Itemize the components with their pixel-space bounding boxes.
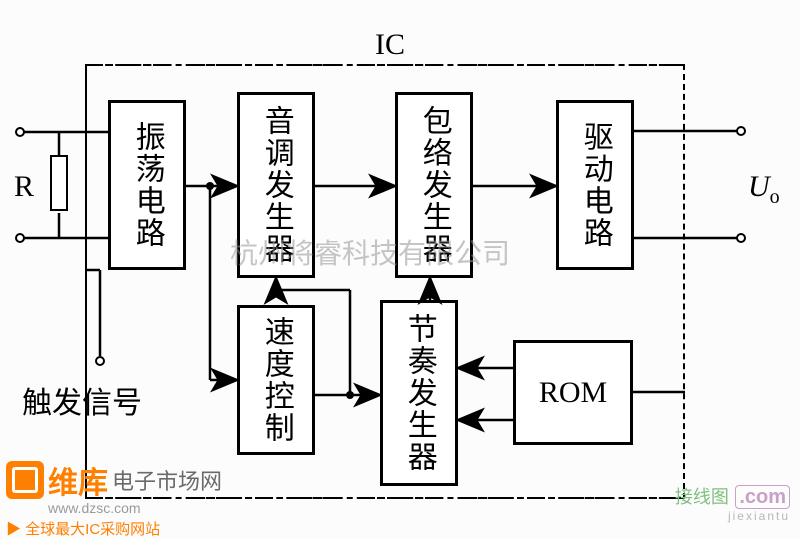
weiku-tagline: ▶ 全球最大IC采购网站 xyxy=(6,518,266,539)
diagram-canvas: IC 振荡电路 音调发生器 包络发生器 驱动电路 速度控制 节奏发生器 ROM … xyxy=(0,0,800,531)
jx-py: jiexiantu xyxy=(675,509,790,523)
weiku-logo: 维库 电子市场网 www.dzsc.com ▶ 全球最大IC采购网站 xyxy=(6,458,266,539)
weiku-site: 电子市场网 xyxy=(112,464,222,496)
terminal-r-bot xyxy=(15,233,25,243)
weiku-brand: 维库 xyxy=(48,458,108,502)
weiku-icon xyxy=(6,461,44,499)
jx-cn: 接线图 xyxy=(675,487,729,507)
weiku-url: www.dzsc.com xyxy=(48,500,266,516)
terminal-out-top xyxy=(736,126,746,136)
jiexiantu-watermark: 接线图 .com jiexiantu xyxy=(675,483,790,523)
watermark-center: 杭州将睿科技有限公司 xyxy=(230,232,510,272)
terminal-r-top xyxy=(15,127,25,137)
terminal-trigger xyxy=(95,356,105,366)
jx-domain: .com xyxy=(735,485,790,509)
terminal-out-bot xyxy=(736,233,746,243)
